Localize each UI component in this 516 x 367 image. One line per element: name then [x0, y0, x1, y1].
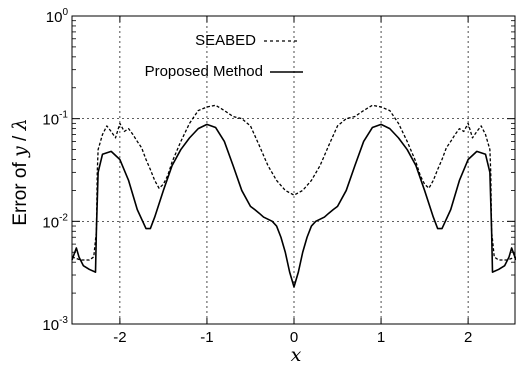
y-axis-label-prefix: Error of	[10, 157, 31, 226]
y-axis-label: Error of y / λ	[9, 118, 31, 225]
tick-marks	[72, 15, 515, 325]
series-layer	[71, 104, 516, 288]
x-tick-labels: -2 -1 0 1 2	[113, 329, 472, 346]
y-tick-label-exponent: -1	[59, 110, 68, 121]
y-axis-label-y: y	[9, 146, 31, 158]
x-tick-label: 0	[290, 329, 298, 346]
y-axis-label-lambda: λ	[9, 118, 31, 131]
grid-lines	[72, 15, 516, 325]
y-tick-label: 10-2	[42, 212, 68, 231]
y-tick-label-exponent: -2	[59, 212, 68, 223]
series-line-proposed-method	[71, 123, 516, 288]
y-tick-label-base: 10	[42, 112, 59, 129]
y-tick-label-base: 10	[42, 214, 59, 231]
plot-frame	[71, 15, 516, 325]
y-axis-label-separator: /	[10, 130, 31, 146]
legend: SEABED Proposed Method	[145, 32, 303, 80]
legend-label-seabed: SEABED	[195, 32, 256, 49]
y-tick-label-base: 10	[46, 9, 63, 26]
y-tick-label-exponent: -3	[59, 315, 68, 326]
x-tick-label: -2	[113, 329, 126, 346]
y-tick-label-base: 10	[42, 317, 59, 334]
y-tick-label-exponent: 0	[62, 7, 68, 18]
x-tick-label: 2	[464, 329, 472, 346]
x-axis-label: x	[291, 344, 302, 366]
x-tick-label: -1	[200, 329, 213, 346]
y-tick-label: 100	[46, 7, 69, 26]
y-tick-label: 10-1	[42, 110, 68, 129]
legend-label-proposed-method: Proposed Method	[145, 63, 263, 80]
y-tick-label: 10-3	[42, 315, 68, 334]
series-line-seabed	[71, 104, 516, 261]
x-tick-label: 1	[377, 329, 385, 346]
